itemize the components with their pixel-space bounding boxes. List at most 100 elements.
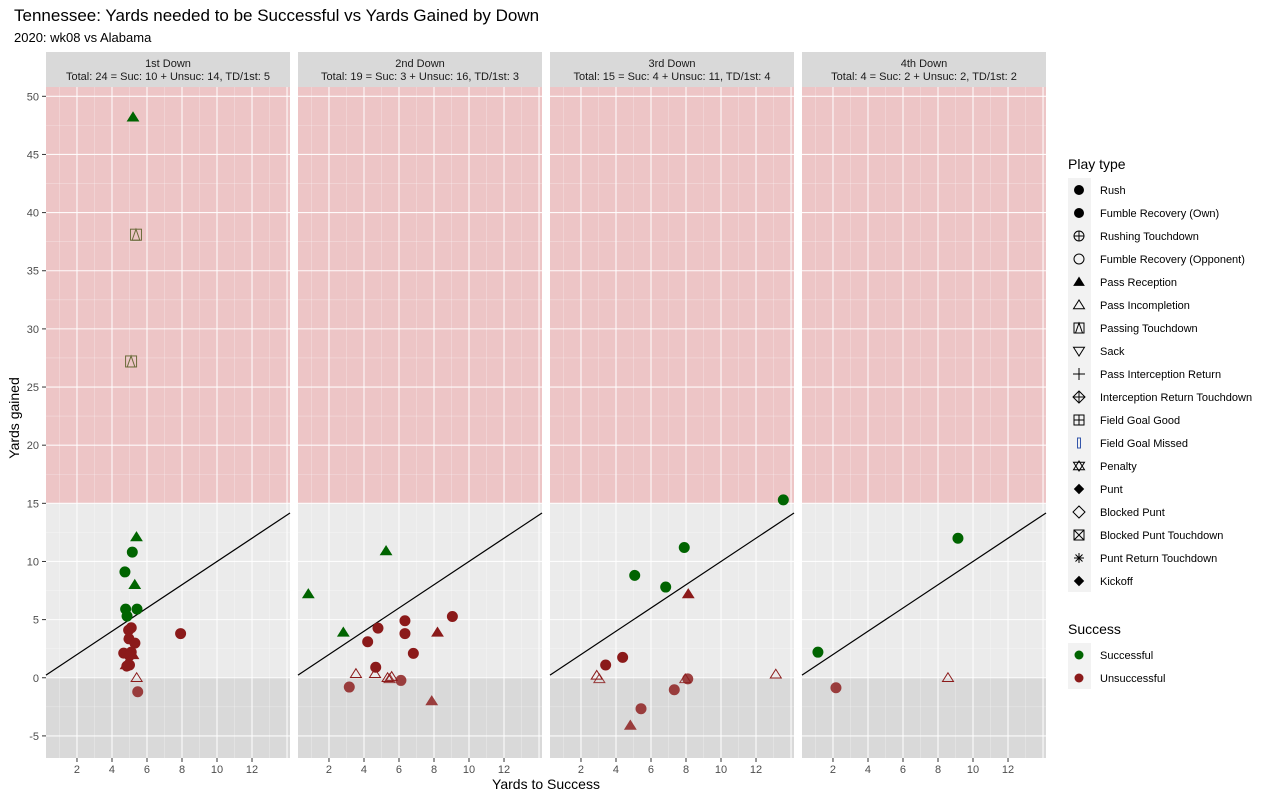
legend-item-play-type: Field Goal Missed [1077, 437, 1188, 450]
data-point-marker [668, 684, 680, 696]
data-point-marker [349, 667, 363, 678]
legend-item-label: Field Goal Good [1100, 415, 1180, 427]
facet-strip-summary: Total: 24 = Suc: 10 + Unsuc: 14, TD/1st:… [66, 71, 270, 83]
rushing-touchdown-icon [1074, 231, 1084, 241]
data-point [301, 588, 315, 599]
legend-item-success: Unsuccessful [1074, 673, 1165, 685]
data-point [129, 227, 142, 241]
y-tick-label: 20 [27, 440, 39, 452]
data-point [175, 628, 187, 640]
legend-color-dot [1074, 673, 1084, 683]
legend-item-play-type: Pass Interception Return [1073, 368, 1221, 381]
legend-key-background [1068, 178, 1091, 592]
data-point [769, 668, 783, 679]
data-point-marker [175, 628, 187, 640]
legend-item-play-type: Passing Touchdown [1073, 321, 1198, 335]
legend-item-label: Rushing Touchdown [1100, 231, 1199, 243]
data-point-marker [131, 227, 141, 241]
data-point-marker [383, 672, 396, 684]
data-point-marker [629, 569, 641, 581]
sack-icon [1072, 346, 1086, 357]
y-tick-label: 15 [27, 498, 39, 510]
data-point [623, 719, 637, 730]
y-tick-label: -5 [29, 731, 39, 743]
data-point-marker [600, 659, 612, 671]
legend-item-label: Pass Interception Return [1100, 369, 1221, 381]
legend-item-label: Pass Reception [1100, 277, 1177, 289]
data-point-marker [362, 636, 374, 648]
x-tick-label: 6 [144, 764, 150, 776]
success-zone [550, 87, 794, 504]
x-tick-label: 4 [361, 764, 367, 776]
data-point-marker [446, 610, 458, 622]
pass-incompletion-icon [1072, 299, 1086, 310]
data-point [132, 686, 144, 698]
field-goal-good-icon [1074, 415, 1084, 425]
data-point [446, 610, 458, 622]
data-point [399, 615, 411, 627]
y-tick-label: 45 [27, 149, 39, 161]
data-point-marker [126, 648, 140, 660]
data-point [129, 637, 141, 649]
legend-item-label: Penalty [1100, 461, 1137, 473]
loss-zone [46, 677, 290, 758]
data-point [777, 494, 789, 506]
data-point-marker [635, 703, 647, 715]
data-point-marker [372, 622, 384, 634]
reference-line [45, 512, 291, 676]
legend-item-label: Punt Return Touchdown [1100, 553, 1217, 565]
legend-item-play-type: Sack [1072, 346, 1125, 358]
data-point-marker [121, 610, 133, 622]
data-point [635, 703, 647, 715]
data-point-marker [399, 615, 411, 627]
reference-line [297, 512, 543, 676]
data-point [600, 659, 612, 671]
data-point [431, 626, 444, 637]
data-point [370, 661, 382, 673]
legend-item-play-type: Rushing Touchdown [1073, 230, 1199, 243]
data-point [121, 610, 133, 622]
legend-item-label: Passing Touchdown [1100, 323, 1198, 335]
pass-interception-return-icon [1073, 368, 1085, 380]
data-point [682, 673, 694, 685]
data-point [368, 667, 382, 678]
x-tick-label: 2 [830, 764, 836, 776]
legend-item-success: Successful [1074, 650, 1153, 662]
data-point [592, 672, 606, 684]
loss-zone [298, 677, 542, 758]
blocked-punt-icon [1072, 505, 1086, 519]
data-point-marker [370, 661, 382, 673]
facet-strip-title: 2nd Down [395, 58, 445, 70]
reference-line [549, 512, 795, 676]
legend-item-play-type: Pass Incompletion [1072, 299, 1190, 312]
x-tick-label: 10 [463, 764, 475, 776]
legend-item-play-type: Blocked Punt [1072, 505, 1165, 519]
legend-item-play-type: Kickoff [1073, 575, 1134, 588]
x-tick-label: 12 [246, 764, 258, 776]
x-tick-label: 8 [683, 764, 689, 776]
data-point-marker [379, 545, 393, 556]
data-point-marker [126, 546, 138, 558]
data-point [395, 674, 407, 686]
data-point [830, 682, 842, 694]
legend-item-label: Successful [1100, 650, 1153, 662]
data-point [629, 569, 641, 581]
penalty-icon [1072, 461, 1086, 472]
legend-item-play-type: Punt [1073, 483, 1123, 496]
legend-item-play-type: Punt Return Touchdown [1074, 553, 1217, 565]
data-point-marker [941, 671, 955, 683]
y-tick-label: 0 [33, 673, 39, 685]
legend-item-label: Fumble Recovery (Opponent) [1100, 254, 1245, 266]
legend: Play type Rush Fumble Recovery (Own) Rushin… [1068, 156, 1252, 689]
data-point-marker [368, 667, 382, 678]
data-point [952, 532, 964, 544]
data-point [372, 622, 384, 634]
x-tick-label: 4 [865, 764, 871, 776]
legend-item-play-type: Field Goal Good [1073, 414, 1180, 427]
data-point [349, 667, 363, 678]
facet-strip-title: 4th Down [901, 58, 947, 70]
data-point-marker [431, 626, 444, 637]
